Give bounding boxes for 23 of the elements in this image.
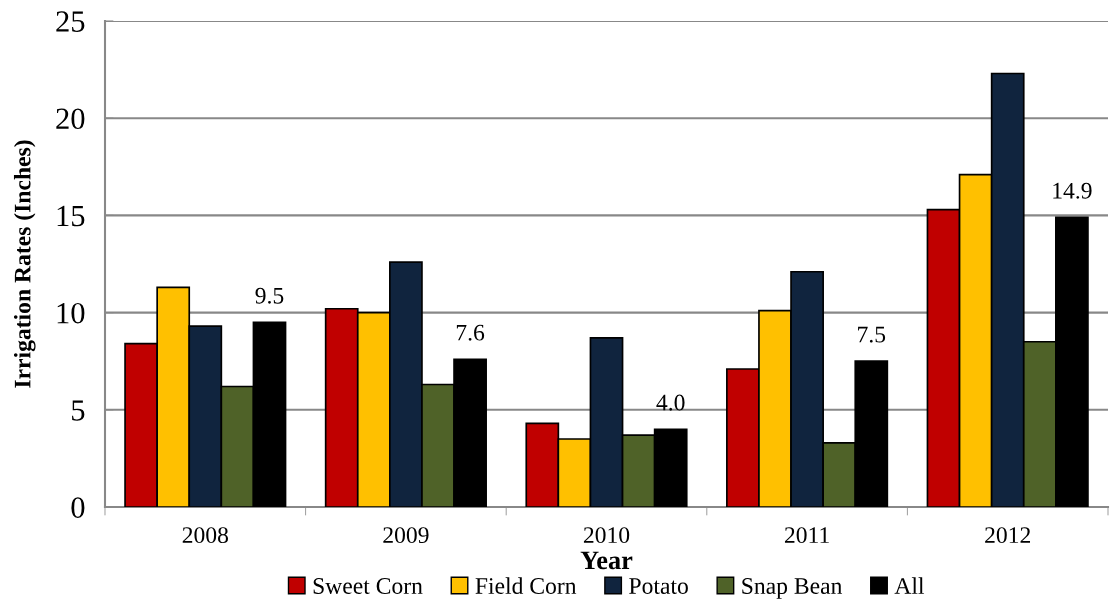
y-tick-label: 20 — [56, 108, 85, 130]
legend-label: Sweet Corn — [313, 578, 423, 594]
y-tick-label: 10 — [57, 302, 85, 324]
data-label: 14.9 — [1053, 182, 1092, 199]
y-tick-label: 5 — [72, 400, 85, 421]
x-tick-label: 2011 — [784, 527, 829, 544]
x-tick-label: 2009 — [383, 527, 429, 544]
x-axis-title: Year — [580, 551, 633, 570]
y-tick-label: 15 — [57, 205, 85, 227]
data-label: 4.0 — [656, 394, 685, 411]
data-label: 9.5 — [255, 287, 284, 304]
legend-label: All — [894, 577, 925, 594]
y-axis-title: Irrigation Rates (Inches) — [13, 140, 36, 388]
x-tick-label: 2010 — [583, 527, 630, 544]
legend-label: Field Corn — [475, 577, 577, 594]
data-label: 7.6 — [456, 324, 485, 341]
legend-label: Potato — [629, 578, 688, 594]
x-tick-label: 2012 — [985, 527, 1031, 544]
y-tick-label: 0 — [71, 497, 85, 518]
x-tick-label: 2008 — [182, 527, 229, 544]
legend-label: Snap Bean — [742, 578, 843, 599]
y-tick-label: 25 — [56, 11, 85, 32]
data-label: 7.5 — [858, 326, 886, 343]
